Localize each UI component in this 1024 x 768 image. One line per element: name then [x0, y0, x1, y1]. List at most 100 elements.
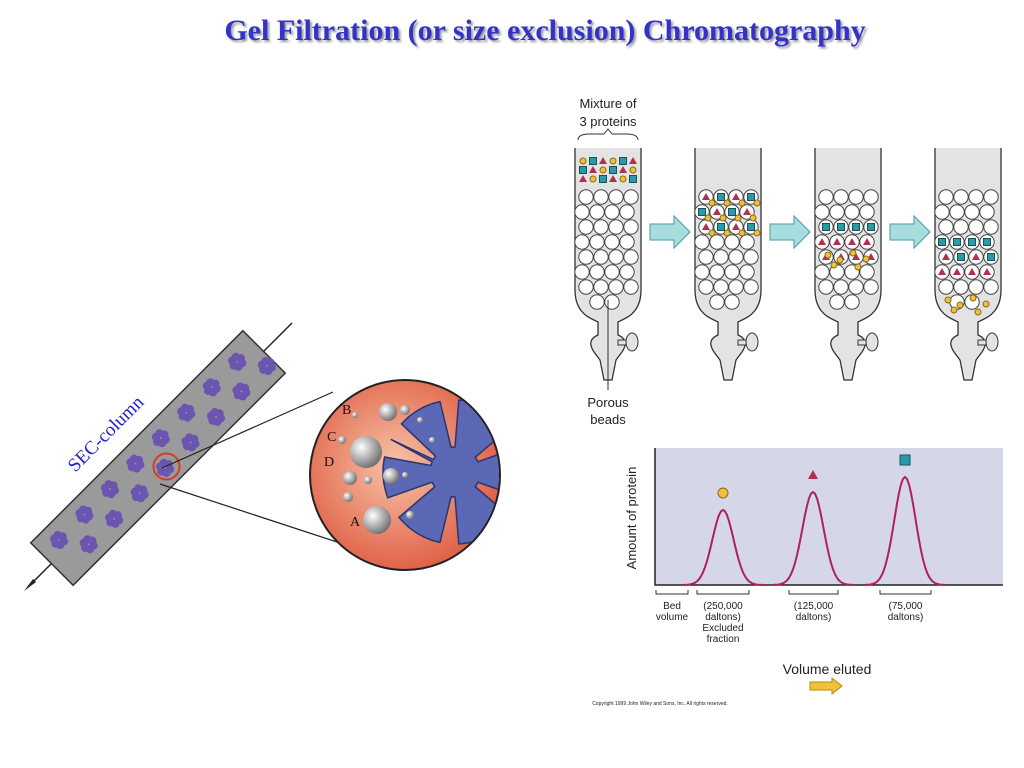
- protein-sphere: [352, 412, 358, 418]
- porous-bead: [743, 279, 759, 295]
- porous-bead: [608, 249, 624, 265]
- protein-small: [944, 296, 952, 304]
- protein-sphere: [383, 468, 399, 484]
- protein-large: [619, 157, 627, 165]
- protein-small: [849, 249, 857, 257]
- flower-petal: [79, 538, 89, 548]
- protein-sphere: [343, 492, 353, 502]
- protein-medium: [579, 175, 587, 182]
- porous-bead: [968, 279, 984, 295]
- porous-bead: [574, 234, 590, 250]
- porous-bead: [953, 219, 969, 235]
- porous-bead: [593, 189, 609, 205]
- protein-medium: [599, 157, 607, 164]
- porous-bead: [724, 294, 740, 310]
- porous-bead: [724, 264, 740, 280]
- flower-petal: [235, 382, 245, 391]
- protein-medium: [713, 208, 721, 215]
- porous-bead: [593, 279, 609, 295]
- protein-large: [589, 157, 597, 165]
- porous-bead: [818, 279, 834, 295]
- flower-petal: [130, 487, 139, 497]
- size-label: B: [342, 403, 351, 418]
- axes: [654, 448, 1003, 586]
- fraction-label: daltons): [705, 612, 741, 623]
- porous-bead: [709, 234, 725, 250]
- fraction-label: Excluded: [702, 623, 743, 634]
- peak-marker: [808, 470, 818, 479]
- protein-medium: [609, 175, 617, 182]
- porous-bead: [938, 189, 954, 205]
- protein-medium: [833, 238, 841, 245]
- protein-small: [982, 300, 990, 308]
- valve-knob: [745, 332, 759, 352]
- porous-bead: [938, 279, 954, 295]
- porous-bead: [983, 219, 999, 235]
- flower-petal: [105, 513, 114, 522]
- fraction-bracket: [879, 590, 932, 595]
- flower-petal: [53, 530, 62, 540]
- porous-bead: [844, 294, 860, 310]
- porous-bead: [953, 189, 969, 205]
- porous-bead: [968, 219, 984, 235]
- protein-large: [609, 166, 617, 174]
- size-label: D: [324, 455, 334, 470]
- protein-small: [619, 175, 627, 183]
- valve-knob: [985, 332, 999, 352]
- step-arrow: [889, 214, 931, 250]
- flower-petal: [181, 436, 190, 446]
- porous-bead: [623, 249, 639, 265]
- protein-small: [719, 214, 727, 222]
- porous-bead: [578, 249, 594, 265]
- porous-bead: [814, 264, 830, 280]
- porous-bead: [694, 234, 710, 250]
- protein-medium: [848, 238, 856, 245]
- protein-sphere: [402, 472, 408, 478]
- valve-knob: [625, 332, 639, 352]
- protein-sphere: [350, 436, 382, 468]
- protein-large: [698, 208, 706, 216]
- protein-medium: [953, 268, 961, 275]
- flower-petal: [129, 454, 139, 464]
- porous-bead: [578, 219, 594, 235]
- plot-area: [655, 448, 1003, 585]
- porous-bead: [574, 204, 590, 220]
- mixture-label: Mixture of: [579, 96, 636, 111]
- porous-bead: [979, 204, 995, 220]
- protein-sphere: [429, 437, 435, 443]
- fraction-bracket: [655, 590, 689, 595]
- porous-bead: [709, 264, 725, 280]
- columns: [574, 148, 1002, 381]
- porous-bead: [608, 219, 624, 235]
- protein-small: [738, 199, 746, 207]
- protein-small: [609, 157, 617, 165]
- protein-sphere: [363, 506, 391, 534]
- protein-large: [579, 166, 587, 174]
- flower-petal: [134, 484, 143, 493]
- fraction-label: daltons): [796, 612, 832, 623]
- flow-arrowhead: [24, 579, 36, 591]
- porous-bead: [859, 264, 875, 280]
- protein-large: [717, 193, 725, 201]
- porous-bead: [578, 279, 594, 295]
- protein-large: [747, 193, 755, 201]
- protein-small: [974, 308, 982, 316]
- protein-small: [824, 251, 832, 259]
- porous-bead: [623, 219, 639, 235]
- porous-bead: [739, 264, 755, 280]
- porous-bead: [608, 279, 624, 295]
- porous-bead: [863, 189, 879, 205]
- porous-bead: [619, 234, 635, 250]
- protein-large: [728, 208, 736, 216]
- porous-bead: [818, 189, 834, 205]
- flower-petal: [261, 357, 270, 366]
- porous-bead: [698, 249, 714, 265]
- porous-bead: [829, 204, 845, 220]
- protein-small: [723, 229, 731, 237]
- porous-bead: [593, 249, 609, 265]
- protein-small: [704, 214, 712, 222]
- protein-large: [957, 253, 965, 261]
- protein-medium: [732, 193, 740, 200]
- protein-small: [723, 199, 731, 207]
